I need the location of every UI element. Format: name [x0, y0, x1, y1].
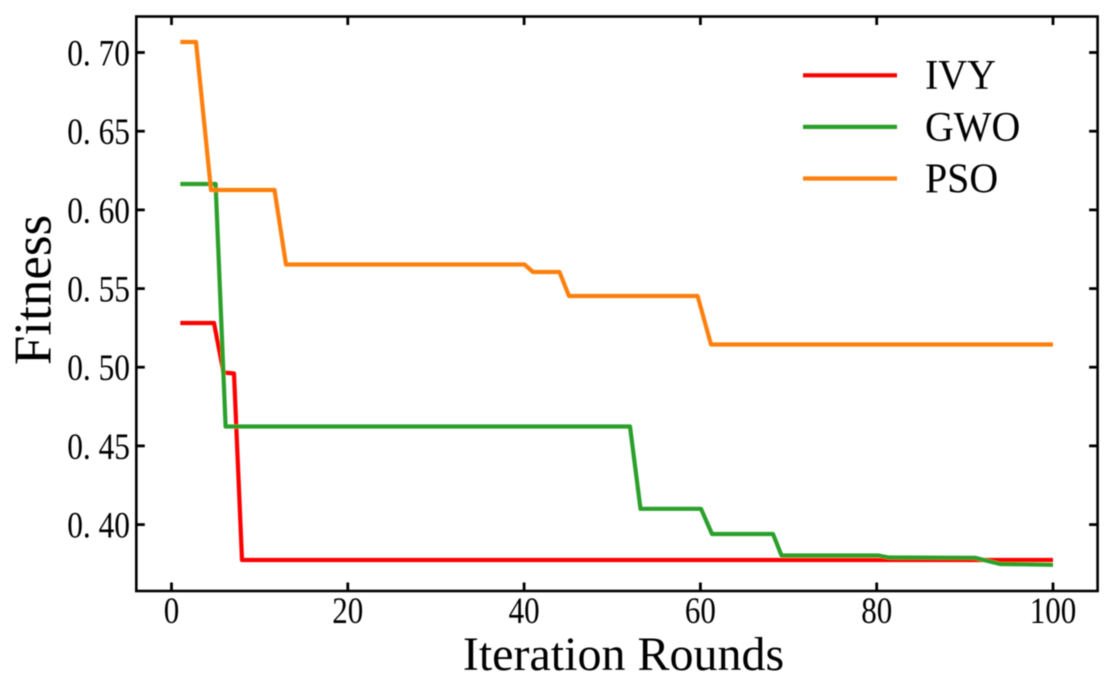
- svg-text:GWO: GWO: [925, 103, 1020, 150]
- svg-text:80: 80: [861, 592, 892, 632]
- svg-text:Iteration Rounds: Iteration Rounds: [463, 628, 784, 681]
- svg-text:0. 40: 0. 40: [67, 507, 130, 547]
- svg-text:0. 65: 0. 65: [67, 113, 130, 153]
- svg-text:40: 40: [509, 592, 540, 632]
- svg-text:0. 50: 0. 50: [67, 349, 130, 389]
- svg-text:60: 60: [685, 592, 716, 632]
- svg-text:0. 45: 0. 45: [67, 428, 130, 468]
- svg-text:0. 60: 0. 60: [67, 192, 130, 232]
- svg-text:Fitness: Fitness: [5, 215, 63, 365]
- svg-text:100: 100: [1030, 592, 1077, 632]
- svg-text:20: 20: [332, 592, 363, 632]
- svg-text:0. 70: 0. 70: [67, 34, 130, 74]
- svg-text:PSO: PSO: [925, 154, 998, 201]
- svg-text:IVY: IVY: [925, 51, 996, 98]
- svg-text:0: 0: [164, 592, 180, 632]
- svg-text:0. 55: 0. 55: [67, 271, 130, 311]
